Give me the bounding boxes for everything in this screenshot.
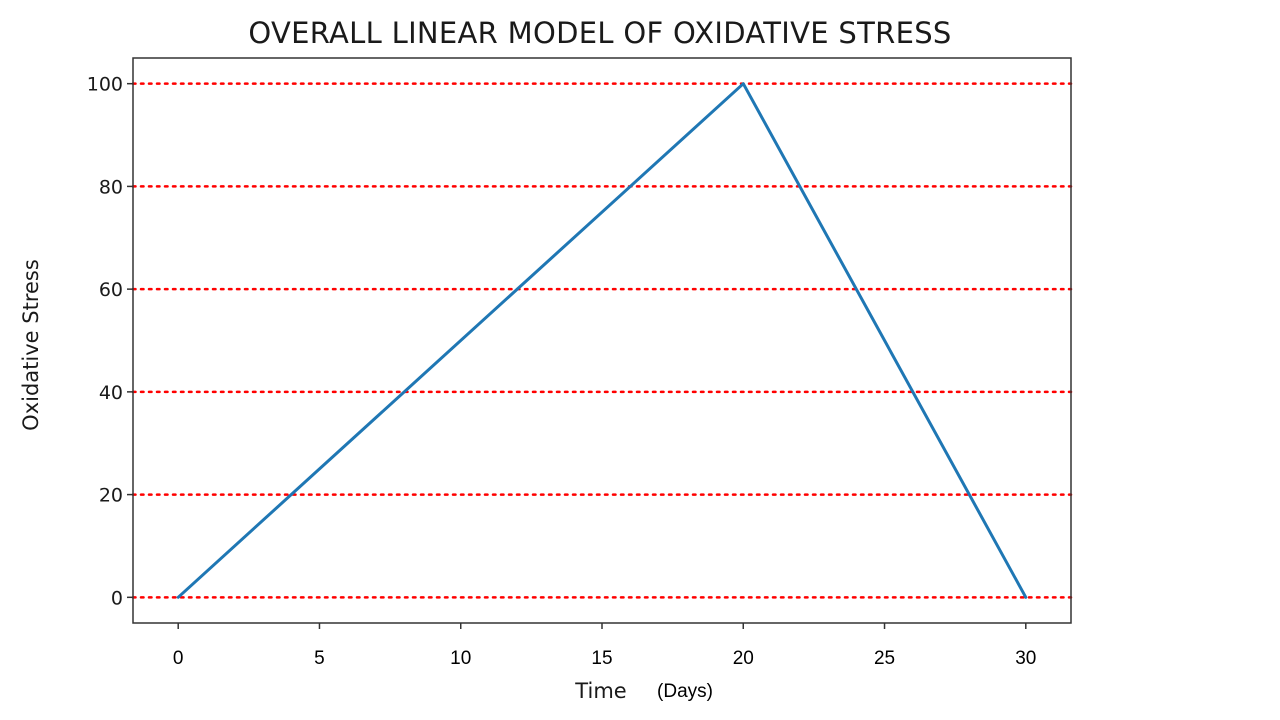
x-axis: 0 5 10 15 20 25 30 bbox=[173, 623, 1036, 669]
y-tick-label: 60 bbox=[99, 279, 123, 301]
y-tick-label: 20 bbox=[99, 485, 123, 507]
x-tick-label: 15 bbox=[591, 648, 612, 669]
x-tick-label: 0 bbox=[173, 648, 184, 669]
x-tick-label: 20 bbox=[733, 648, 754, 669]
chart-title: OVERALL LINEAR MODEL OF OXIDATIVE STRESS bbox=[248, 16, 951, 50]
y-tick-label: 100 bbox=[87, 74, 123, 96]
plot-frame bbox=[132, 57, 1072, 624]
y-tick-label: 80 bbox=[99, 176, 123, 198]
x-tick-label: 10 bbox=[450, 648, 471, 669]
x-tick-label: 25 bbox=[874, 648, 895, 669]
series-layer bbox=[176, 82, 1028, 599]
y-tick-label: 0 bbox=[111, 587, 123, 609]
grid-lines bbox=[131, 82, 1073, 599]
x-axis-label: Time bbox=[574, 679, 626, 703]
y-tick-label: 40 bbox=[99, 382, 123, 404]
x-tick-label: 5 bbox=[314, 648, 325, 669]
y-axis-label: Oxidative Stress bbox=[19, 259, 43, 431]
y-axis: 0 20 40 60 80 100 bbox=[87, 74, 133, 609]
x-axis-unit-label: (Days) bbox=[657, 681, 713, 702]
x-tick-label: 30 bbox=[1015, 648, 1036, 669]
series-line bbox=[176, 82, 1028, 599]
